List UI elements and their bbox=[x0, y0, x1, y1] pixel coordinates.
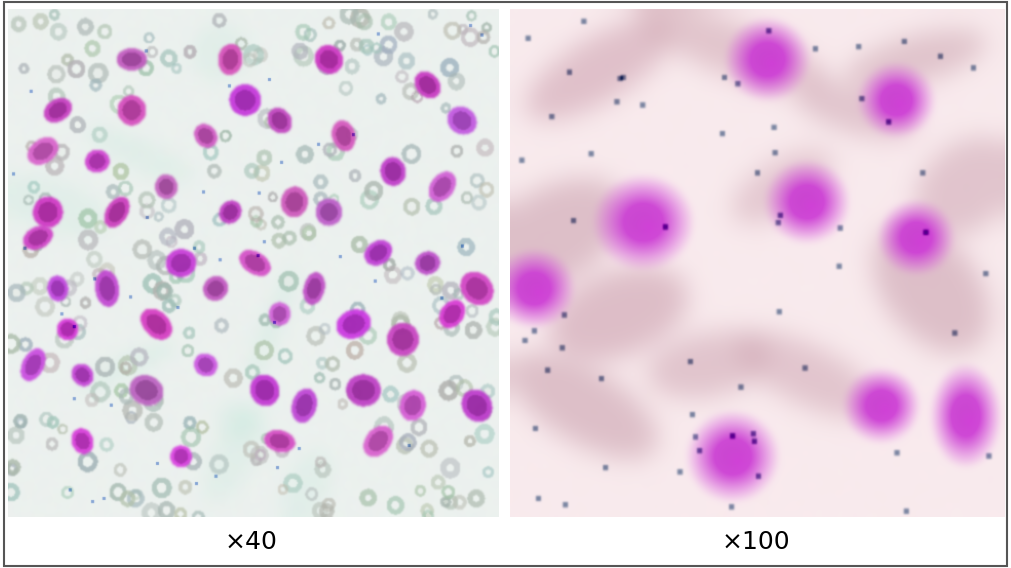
Text: ×40: ×40 bbox=[224, 531, 277, 554]
Text: ×100: ×100 bbox=[722, 531, 791, 554]
